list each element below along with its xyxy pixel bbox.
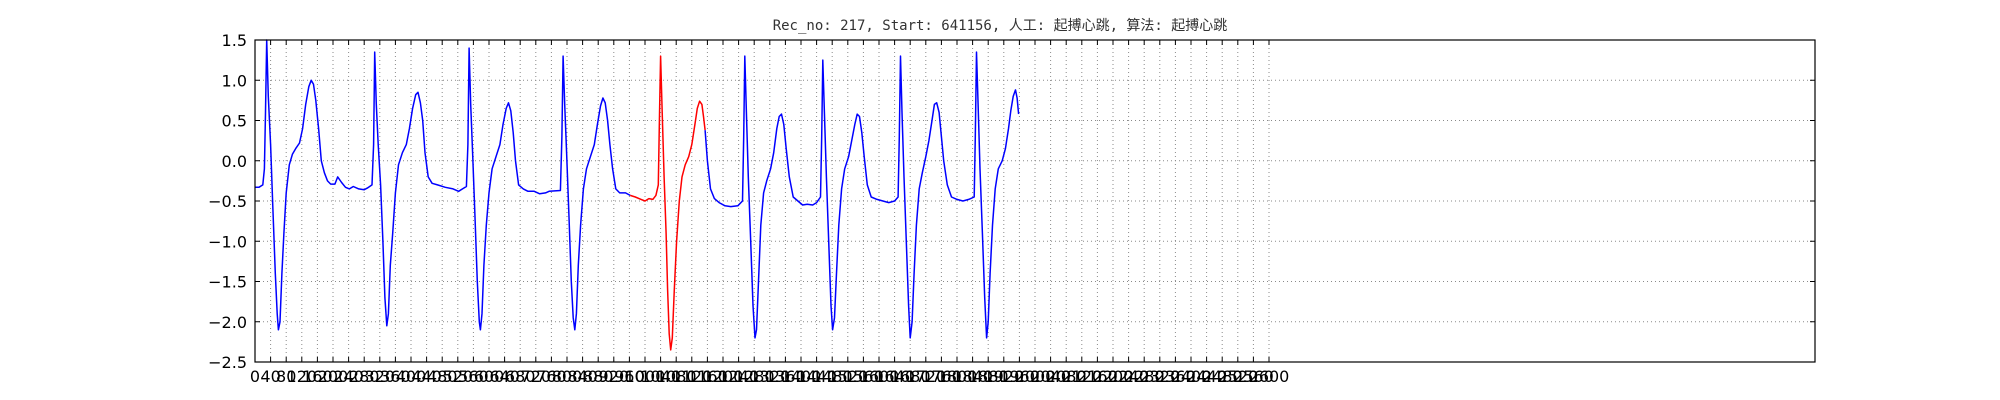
x-tick-label: 2400: [1171, 367, 1212, 386]
x-tick-label: 1480: [812, 367, 853, 386]
x-tick-label: 1200: [703, 367, 744, 386]
y-tick-label: −0.5: [208, 192, 247, 211]
x-tick-label: 800: [552, 367, 583, 386]
x-tick-label: 2120: [1061, 367, 1102, 386]
x-tick-label: 40: [260, 367, 280, 386]
x-tick-label: 2000: [1015, 367, 1056, 386]
x-tick-label: 1240: [718, 367, 759, 386]
y-tick-label: 0.5: [222, 112, 247, 131]
y-tick-label: 1.5: [222, 31, 247, 50]
x-tick-label: 520: [443, 367, 474, 386]
x-tick-label: 840: [567, 367, 598, 386]
x-tick-label: 2160: [1077, 367, 1118, 386]
x-tick-label: 80: [276, 367, 296, 386]
x-tick-label: 1640: [874, 367, 915, 386]
x-axis-tick-labels: 0 408012016020024028032036040044048052056…: [250, 367, 1289, 386]
x-tick-label: 760: [536, 367, 567, 386]
x-tick-label: 1000: [625, 367, 666, 386]
y-tick-label: −2.5: [208, 353, 247, 372]
x-tick-label: 120: [287, 367, 318, 386]
y-tick-label: −2.0: [208, 313, 247, 332]
ecg-trace: [255, 39, 1020, 351]
x-tick-label: 1760: [921, 367, 962, 386]
x-tick-label: 440: [411, 367, 442, 386]
x-tick-label: 360: [380, 367, 411, 386]
x-tick-label: 2560: [1233, 367, 1274, 386]
x-tick-label: 1960: [999, 367, 1040, 386]
y-tick-label: 1.0: [222, 71, 247, 90]
x-tick-label: 1800: [937, 367, 978, 386]
ecg-series-line-2: [629, 55, 706, 351]
x-tick-label: 2360: [1155, 367, 1196, 386]
x-tick-label: 2320: [1139, 367, 1180, 386]
x-tick-label: 1920: [983, 367, 1024, 386]
x-tick-label: 880: [583, 367, 614, 386]
x-tick-label: 2080: [1046, 367, 1087, 386]
chart-title: Rec_no: 217, Start: 641156, 人工: 起搏心跳, 算法…: [773, 17, 1228, 34]
y-axis-tick-labels: 1.5 1.0 0.5 0.0 −0.5 −1.0 −1.5 −2.0 −2.5: [208, 31, 247, 372]
x-tick-label: 2280: [1124, 367, 1165, 386]
x-tick-label: 480: [427, 367, 458, 386]
x-tick-label: 560: [458, 367, 489, 386]
y-tick-label: 0.0: [222, 152, 247, 171]
x-tick-label: 2480: [1202, 367, 1243, 386]
x-tick-label: 1440: [796, 367, 837, 386]
x-tick-label: 200: [318, 367, 349, 386]
x-tick-label: 640: [489, 367, 520, 386]
x-tick-label: 600: [474, 367, 505, 386]
ecg-series-line-1: [255, 39, 631, 331]
x-tick-label: 320: [365, 367, 396, 386]
x-tick-label: 2440: [1186, 367, 1227, 386]
y-tick-label: −1.0: [208, 232, 247, 251]
x-tick-label: 2600: [1249, 367, 1290, 386]
x-tick-label: 280: [349, 367, 380, 386]
x-tick-label: 0: [250, 367, 260, 386]
grid-lines: [254, 39, 1815, 363]
x-tick-label: 920: [599, 367, 630, 386]
x-tick-label: 1600: [859, 367, 900, 386]
x-tick-label: 1040: [640, 367, 681, 386]
x-tick-label: 1080: [656, 367, 697, 386]
x-tick-label: 400: [396, 367, 427, 386]
axis-ticks: [254, 39, 1815, 363]
x-tick-label: 160: [302, 367, 333, 386]
x-tick-label: 1520: [827, 367, 868, 386]
x-tick-label: 240: [333, 367, 364, 386]
x-tick-label: 1680: [890, 367, 931, 386]
x-tick-label: 2040: [1030, 367, 1071, 386]
x-tick-label: 1280: [734, 367, 775, 386]
x-tick-label: 720: [521, 367, 552, 386]
x-tick-label: 1880: [968, 367, 1009, 386]
x-tick-label: 1400: [781, 367, 822, 386]
x-tick-label: 1360: [765, 367, 806, 386]
ecg-series-line-3: [704, 51, 1020, 339]
x-tick-label: 680: [505, 367, 536, 386]
x-tick-label: 2520: [1217, 367, 1258, 386]
x-tick-label: 2200: [1093, 367, 1134, 386]
x-tick-label: 1720: [905, 367, 946, 386]
x-tick-label: 1840: [952, 367, 993, 386]
x-tick-label: 2240: [1108, 367, 1149, 386]
x-tick-label: 1160: [687, 367, 728, 386]
x-tick-label: 1120: [671, 367, 712, 386]
y-tick-label: −1.5: [208, 273, 247, 292]
x-tick-label: 960: [614, 367, 645, 386]
x-tick-label: 1560: [843, 367, 884, 386]
x-tick-label: 1320: [749, 367, 790, 386]
